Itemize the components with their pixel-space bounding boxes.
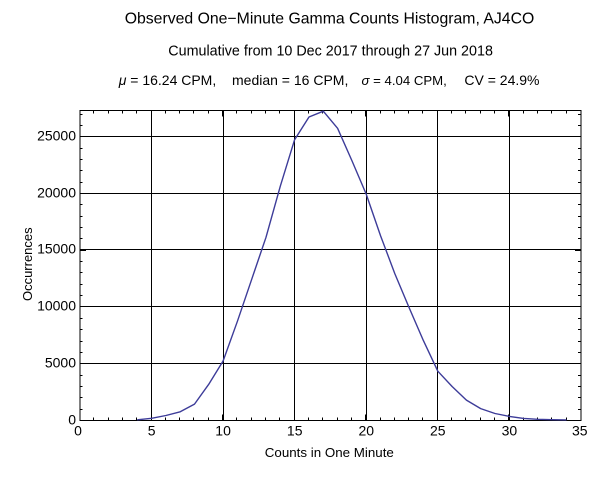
- svg-text:5000: 5000: [45, 355, 76, 371]
- svg-text:15: 15: [287, 423, 303, 439]
- svg-text:Observed One−Minute Gamma Coun: Observed One−Minute Gamma Counts Histogr…: [125, 11, 535, 28]
- svg-text:10000: 10000: [37, 298, 76, 314]
- svg-text:Occurrences: Occurrences: [20, 227, 35, 301]
- svg-text:CV = 24.9%: CV = 24.9%: [464, 72, 539, 88]
- svg-text:Counts in One Minute: Counts in One Minute: [265, 445, 394, 460]
- svg-text:0: 0: [68, 412, 76, 428]
- svg-text:σ = 4.04 CPM,: σ = 4.04 CPM,: [362, 73, 447, 88]
- svg-text:20: 20: [359, 423, 375, 439]
- svg-text:35: 35: [572, 423, 588, 439]
- svg-text:5: 5: [148, 423, 156, 439]
- svg-text:25: 25: [430, 423, 446, 439]
- svg-text:25000: 25000: [37, 128, 76, 144]
- svg-text:0: 0: [74, 423, 82, 439]
- svg-text:15000: 15000: [37, 241, 76, 257]
- svg-text:10: 10: [215, 423, 231, 439]
- svg-text:30: 30: [502, 423, 518, 439]
- svg-text:μ = 16.24 CPM,: μ = 16.24 CPM,: [118, 72, 217, 88]
- svg-text:Cumulative from 10 Dec 2017 th: Cumulative from 10 Dec 2017 through 27 J…: [168, 44, 493, 60]
- svg-text:20000: 20000: [37, 185, 76, 201]
- svg-text:median = 16 CPM,: median = 16 CPM,: [232, 72, 348, 88]
